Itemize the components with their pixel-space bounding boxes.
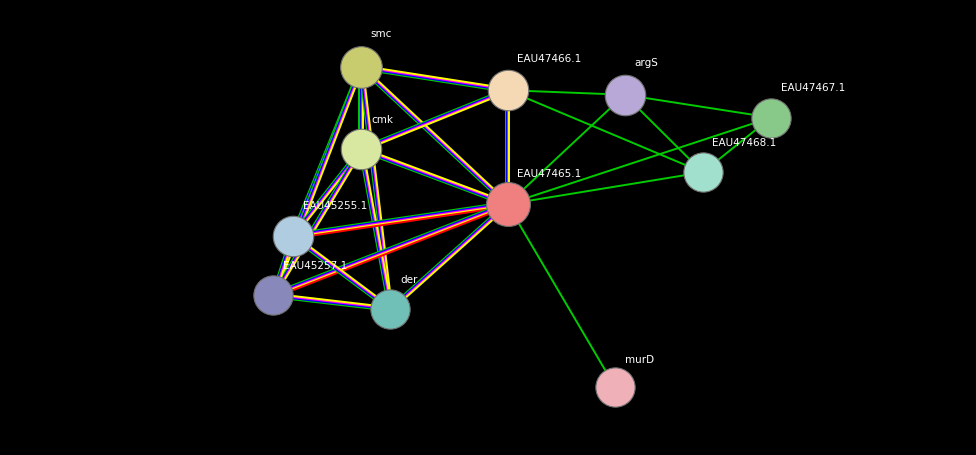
Text: EAU45257.1: EAU45257.1 [283, 261, 347, 271]
Text: EAU47468.1: EAU47468.1 [712, 138, 777, 148]
Point [695, 169, 711, 177]
Text: murD: murD [625, 354, 654, 364]
Text: EAU47465.1: EAU47465.1 [517, 168, 582, 178]
Text: der: der [400, 274, 418, 284]
Point [265, 292, 281, 299]
Text: argS: argS [634, 58, 658, 68]
Point [617, 92, 632, 99]
Point [500, 87, 515, 95]
Point [500, 201, 515, 208]
Point [607, 383, 623, 390]
Text: smc: smc [371, 29, 392, 39]
Point [353, 65, 369, 72]
Point [285, 233, 301, 240]
Point [763, 115, 779, 122]
Text: EAU47466.1: EAU47466.1 [517, 54, 582, 64]
Point [383, 306, 398, 313]
Point [353, 147, 369, 154]
Text: cmk: cmk [371, 115, 393, 125]
Text: EAU45255.1: EAU45255.1 [303, 200, 367, 210]
Text: EAU47467.1: EAU47467.1 [781, 83, 845, 93]
